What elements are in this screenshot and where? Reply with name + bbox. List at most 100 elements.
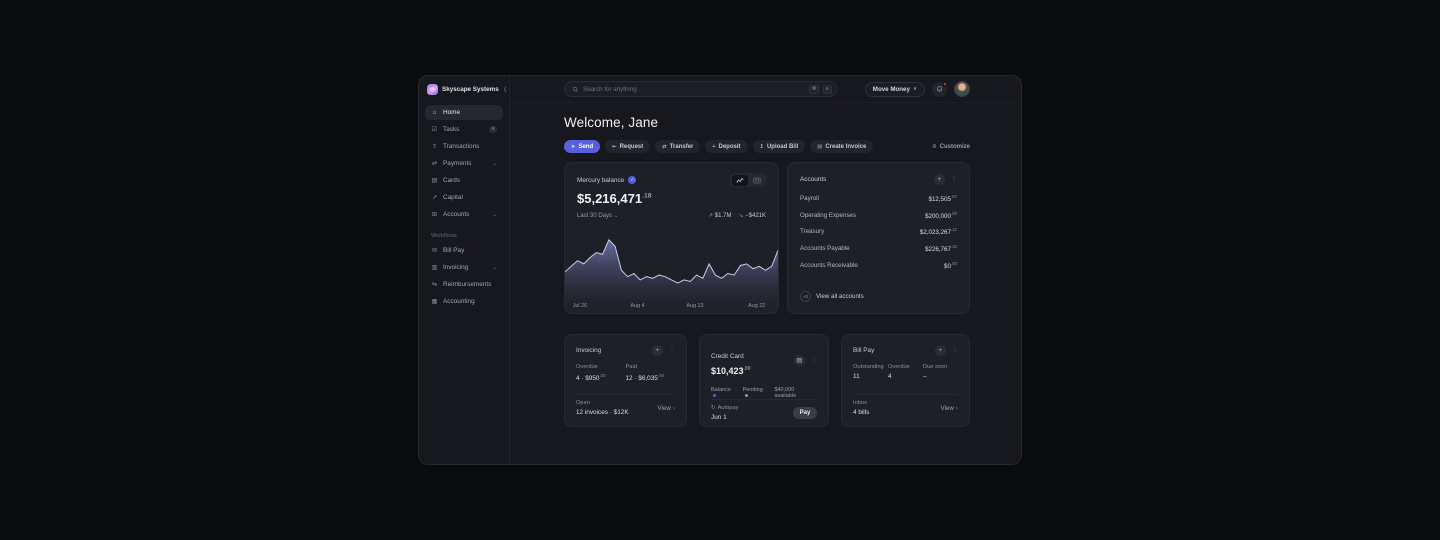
billpay-due-soon-stat: Due soon – xyxy=(923,364,948,380)
billpay-overdue-stat: Overdue 4 xyxy=(888,364,910,380)
search-bar[interactable]: ⌘ K xyxy=(564,81,837,97)
chevron-down-icon: ⌄ xyxy=(492,264,497,271)
sidebar: Skyscape Systems ❬ ⌂ Home ☑ Tasks 6 ≡ Tr… xyxy=(419,76,510,464)
sidebar-item-transactions[interactable]: ≡ Transactions xyxy=(432,143,480,150)
more-accounts-badge: +2 xyxy=(800,291,811,302)
credit-card-title: Credit Card xyxy=(711,353,744,360)
search-input[interactable] xyxy=(583,85,806,93)
notifications-button[interactable] xyxy=(932,81,947,97)
balance-amount: $5,216,471.18 xyxy=(577,191,652,206)
accounts-icon: ⊞ xyxy=(431,211,438,218)
x-axis-label: Aug 4 xyxy=(630,303,645,309)
add-account-button[interactable]: + xyxy=(933,174,945,185)
request-button[interactable]: ⇤ Request xyxy=(605,140,651,153)
available-credit-label: $40,000 available xyxy=(774,387,797,399)
upload-icon: ↥ xyxy=(759,143,764,150)
account-row-accounts-payable[interactable]: Accounts Payable $226,767.32 xyxy=(800,244,957,254)
sidebar-item-invoicing[interactable]: ▥ Invoicing ⌄ xyxy=(431,264,497,271)
user-avatar[interactable] xyxy=(954,81,970,97)
quick-actions-row: ➤ Send ⇤ Request ⇄ Transfer + Deposit ↥ xyxy=(564,140,970,153)
customize-button[interactable]: ⚙ Customize xyxy=(931,143,970,150)
workspace-name: Skyscape Systems xyxy=(442,86,499,93)
transfer-button[interactable]: ⇄ Transfer xyxy=(655,140,701,153)
search-icon xyxy=(572,86,579,92)
accounts-menu-button[interactable]: ⋮ xyxy=(950,176,957,183)
accounting-icon: ▦ xyxy=(431,298,438,305)
sidebar-item-reimbursements[interactable]: ⇆ Reimbursements xyxy=(431,281,492,288)
invoicing-open-stat: Open 12 invoices · $12K xyxy=(576,400,629,416)
bell-icon xyxy=(936,86,943,92)
account-row-operating-expenses[interactable]: Operating Expenses $200,000.00 xyxy=(800,210,957,220)
sidebar-section-workflows: Workflows xyxy=(431,233,457,239)
pay-button[interactable]: Pay xyxy=(793,407,817,419)
chevron-down-icon: ⌄ xyxy=(614,213,619,219)
customize-icon: ⚙ xyxy=(931,143,937,150)
credit-card-menu-button[interactable]: ⋮ xyxy=(810,357,817,364)
invoicing-card: Invoicing + ⋮ Overdue 4 · $950.00 Paid 1… xyxy=(564,334,687,427)
add-bill-button[interactable]: + xyxy=(934,345,946,356)
account-row-treasury[interactable]: Treasury $2,023,267.12 xyxy=(800,227,957,237)
balance-card: Mercury balance ✓ $5,216,471.18 xyxy=(564,162,779,314)
date-range-dropdown[interactable]: Last 30 Days ⌄ xyxy=(577,213,619,219)
autopay-icon: ↻ xyxy=(711,405,716,411)
move-money-button[interactable]: Move Money ∨ xyxy=(864,81,925,97)
workspace-header[interactable]: Skyscape Systems ❬ xyxy=(425,76,508,103)
bill-pay-menu-button[interactable]: ⋮ xyxy=(951,347,958,354)
billpay-outstanding-stat: Outstanding 11 xyxy=(853,364,884,380)
invoicing-menu-button[interactable]: ⋮ xyxy=(668,347,675,354)
credit-card-icon: ▤ xyxy=(796,357,803,364)
billpay-inbox-stat: Inbox 4 bills xyxy=(853,400,870,416)
sidebar-item-cards[interactable]: ▤ Cards xyxy=(431,177,461,184)
cmd-keycap: ⌘ xyxy=(809,84,819,94)
view-all-accounts-link[interactable]: +2 View all accounts xyxy=(800,291,957,302)
sidebar-item-payments[interactable]: ⇄ Payments ⌄ xyxy=(431,160,497,167)
verified-badge-icon: ✓ xyxy=(628,176,637,184)
sidebar-item-accounting[interactable]: ▦ Accounting xyxy=(431,298,475,305)
notification-dot xyxy=(942,81,947,86)
line-chart-toggle-button[interactable] xyxy=(731,174,748,186)
legend-pending: Pending xyxy=(743,387,768,399)
deposit-button[interactable]: + Deposit xyxy=(705,140,748,153)
balance-dot-icon xyxy=(713,394,716,397)
accounts-card-title: Accounts xyxy=(800,176,827,183)
chevron-down-icon: ⌄ xyxy=(492,160,497,167)
upload-bill-button[interactable]: ↥ Upload Bill xyxy=(752,140,806,153)
account-row-payroll[interactable]: Payroll $12,505.87 xyxy=(800,193,957,203)
autopay-info: ↻ Autopay Jun 1 xyxy=(711,405,739,421)
topbar: ⌘ K Move Money ∨ xyxy=(510,76,1021,103)
send-button[interactable]: ➤ Send xyxy=(564,140,601,153)
sidebar-item-bill-pay[interactable]: ✉ Bill Pay xyxy=(431,247,465,254)
sidebar-item-tasks[interactable]: ☑ Tasks 6 xyxy=(425,122,503,137)
page-title: Welcome, Jane xyxy=(564,115,659,130)
table-view-toggle-button[interactable] xyxy=(749,175,765,186)
outflow-stat: ↘ −$421K xyxy=(738,213,766,219)
create-invoice-quick-button[interactable]: + xyxy=(651,345,663,356)
reimbursements-icon: ⇆ xyxy=(431,281,438,288)
invoicing-icon: ▥ xyxy=(431,264,438,271)
credit-card-card: Credit Card $10,423.00 ▤ ⋮ Balance Pendi… xyxy=(699,334,829,427)
create-invoice-button[interactable]: ▤ Create Invoice xyxy=(810,140,874,153)
line-chart-icon xyxy=(735,177,744,183)
chevron-right-icon: › xyxy=(955,404,958,412)
app-window: Skyscape Systems ❬ ⌂ Home ☑ Tasks 6 ≡ Tr… xyxy=(418,75,1022,465)
invoicing-card-title: Invoicing xyxy=(576,347,602,354)
invoice-icon: ▤ xyxy=(817,143,823,150)
invoicing-view-link[interactable]: View › xyxy=(657,404,675,412)
main-area: ⌘ K Move Money ∨ Welcome, Jane ➤ Send xyxy=(510,76,1021,464)
sidebar-item-home[interactable]: ⌂ Home xyxy=(425,105,503,120)
balance-card-title: Mercury balance xyxy=(577,176,625,184)
account-row-accounts-receivable[interactable]: Accounts Receivable $0.00 xyxy=(800,261,957,271)
card-details-button[interactable]: ▤ xyxy=(793,355,805,366)
chevron-right-icon: › xyxy=(672,404,675,412)
billpay-view-link[interactable]: View › xyxy=(940,404,958,412)
collapse-sidebar-icon[interactable]: ❬ xyxy=(502,87,508,93)
sidebar-item-capital[interactable]: ↗ Capital xyxy=(431,194,463,201)
table-icon xyxy=(752,177,761,183)
arrow-down-icon: ↘ xyxy=(738,213,744,219)
workspace-logo xyxy=(427,84,438,95)
request-icon: ⇤ xyxy=(612,143,617,150)
invoicing-paid-stat: Paid 12 · $6,035.00 xyxy=(625,364,664,383)
credit-card-balance: $10,423.00 xyxy=(711,366,751,376)
sidebar-item-accounts[interactable]: ⊞ Accounts ⌄ xyxy=(431,211,497,218)
transactions-icon: ≡ xyxy=(432,143,437,150)
